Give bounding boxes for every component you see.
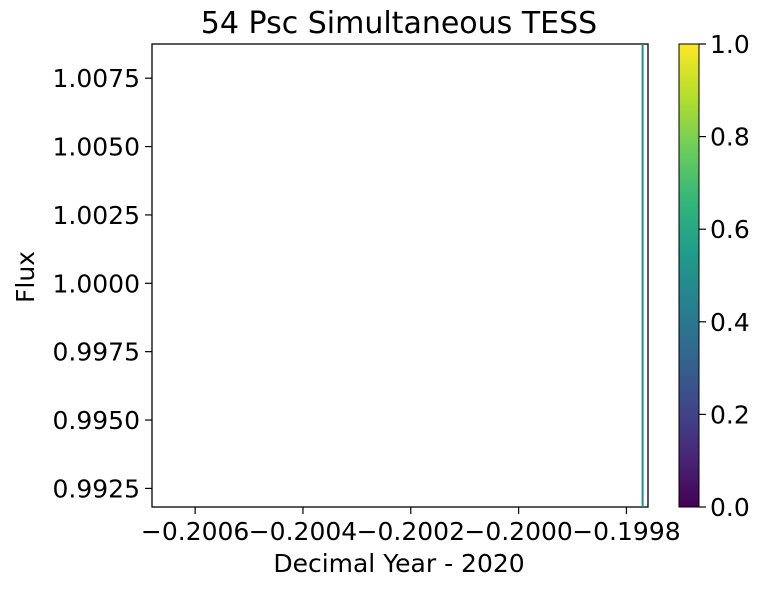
colorbar-tick-label: 0.6	[710, 215, 750, 244]
y-tick-label: 1.0025	[53, 201, 140, 230]
x-axis-label: Decimal Year - 2020	[273, 549, 524, 578]
colorbar-tick-label: 0.2	[710, 400, 750, 429]
x-tick-label: −0.2002	[357, 517, 465, 546]
colorbar-tick-label: 0.8	[710, 123, 750, 152]
y-tick-label: 0.9950	[53, 406, 140, 435]
y-tick-label: 1.0050	[53, 133, 140, 162]
colorbar-ticks: 0.0 0.2 0.4 0.6 0.8 1.0	[699, 30, 750, 522]
colorbar-tick-label: 0.4	[710, 308, 750, 337]
chart-title: 54 Psc Simultaneous TESS	[201, 6, 597, 41]
y-tick-label: 1.0075	[53, 64, 140, 93]
colorbar-gradient	[678, 43, 700, 508]
x-tick-label: −0.1998	[572, 517, 680, 546]
y-tick-label: 1.0000	[53, 269, 140, 298]
y-axis-ticks: 0.9925 0.9950 0.9975 1.0000 1.0025 1.0050 1.00…	[53, 64, 152, 503]
colorbar-tick-label: 1.0	[710, 30, 750, 59]
x-tick-label: −0.2006	[141, 517, 249, 546]
y-axis-label: Flux	[11, 251, 40, 303]
colorbar-tick-label: 0.0	[710, 493, 750, 522]
plot-area: −0.2006 −0.2004 −0.2002 −0.2000 −0.1998 0.99…	[53, 43, 681, 546]
x-tick-label: −0.2000	[464, 517, 572, 546]
y-tick-label: 0.9925	[53, 474, 140, 503]
y-tick-label: 0.9975	[53, 338, 140, 367]
x-tick-label: −0.2004	[249, 517, 357, 546]
colorbar: 0.0 0.2 0.4 0.6 0.8 1.0	[678, 30, 750, 522]
x-axis-ticks: −0.2006 −0.2004 −0.2002 −0.2000 −0.1998	[141, 507, 681, 546]
plot-frame	[151, 43, 649, 508]
